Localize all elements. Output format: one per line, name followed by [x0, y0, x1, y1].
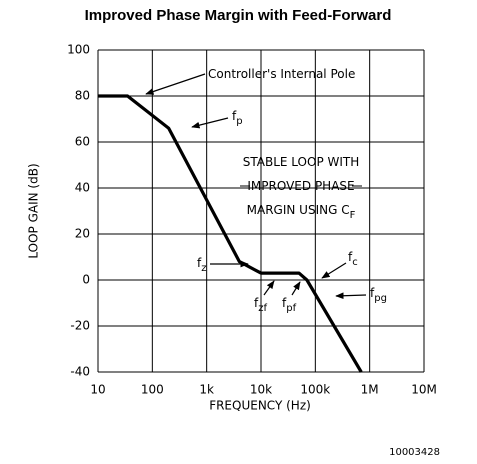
y-tick-label: 40 — [75, 181, 90, 195]
y-tick-label: 100 — [67, 43, 90, 57]
annotation-text: f — [197, 256, 202, 270]
annotation-text: IMPROVED PHASE — [247, 179, 354, 193]
x-tick-label: 100 — [141, 383, 164, 397]
y-tick-label: -40 — [70, 365, 90, 379]
annotation-subscript: pf — [286, 303, 296, 314]
x-tick-label: 1k — [199, 383, 214, 397]
annotation: fpg — [370, 286, 387, 305]
annotation-text: MARGIN USING C — [247, 203, 350, 217]
annotation: fc — [348, 250, 358, 269]
y-tick-label: 60 — [75, 135, 90, 149]
annotation-subscript: zf — [258, 303, 267, 314]
annotation-text: f — [282, 296, 287, 310]
annotation-text: STABLE LOOP WITH — [243, 155, 360, 169]
annotation: fzf — [254, 296, 267, 315]
x-tick-label: 10k — [250, 383, 272, 397]
annotation-text: f — [348, 250, 353, 264]
figure-id: 10003428 — [389, 447, 440, 458]
y-tick-label: -20 — [70, 319, 90, 333]
x-tick-label: 1M — [361, 383, 379, 397]
annotation-text: f — [370, 286, 375, 300]
annotation-text: f — [254, 296, 259, 310]
arrows — [145, 73, 367, 300]
y-tick-label: 0 — [82, 273, 90, 287]
annotation-subscript: c — [352, 257, 358, 268]
data-line — [98, 94, 363, 373]
annotation: fp — [232, 109, 243, 128]
y-tick-label: 80 — [75, 89, 90, 103]
y-tick-label: 20 — [75, 227, 90, 241]
annotation-text: f — [232, 109, 237, 123]
annotation-subscript: F — [350, 210, 356, 221]
x-axis-label: FREQUENCY (Hz) — [209, 399, 311, 413]
annotation-text: Controller's Internal Pole — [208, 67, 355, 81]
annotation: fz — [197, 256, 206, 275]
x-tick-label: 10 — [90, 383, 105, 397]
annotation: MARGIN USING CF — [247, 203, 356, 222]
chart-title: Improved Phase Margin with Feed-Forward — [85, 7, 392, 24]
y-axis-label: LOOP GAIN (dB) — [27, 163, 41, 258]
annotation: IMPROVED PHASE — [247, 179, 354, 193]
annotation: fpf — [282, 296, 297, 315]
annotation: STABLE LOOP WITH — [243, 155, 360, 169]
x-tick-label: 10M — [411, 383, 437, 397]
annotation-subscript: z — [201, 263, 206, 274]
annotation: Controller's Internal Pole — [208, 67, 355, 81]
annotation-subscript: p — [236, 116, 242, 127]
annotation-subscript: pg — [374, 293, 387, 304]
x-tick-label: 100k — [300, 383, 330, 397]
